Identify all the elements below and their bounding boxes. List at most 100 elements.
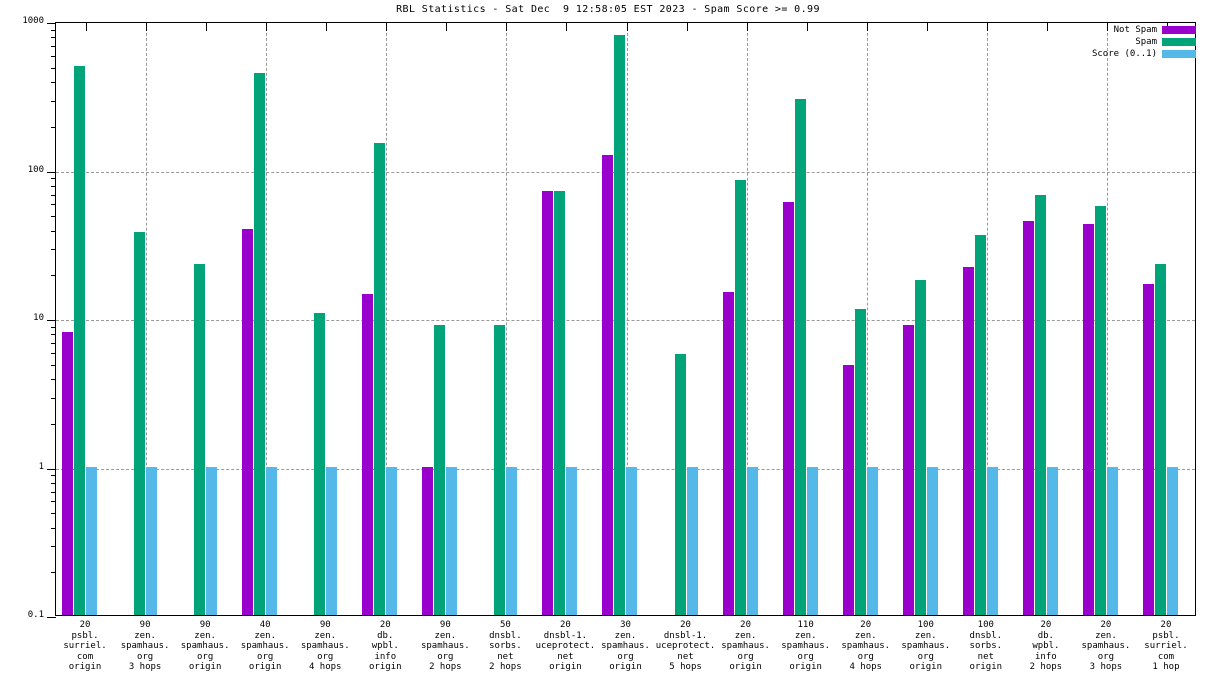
- y-axis-minor-tick: [51, 326, 56, 328]
- vertical-gridline: [986, 23, 988, 615]
- bar-score: [986, 466, 998, 615]
- bar-spam: [194, 264, 206, 615]
- bar-not-spam: [242, 228, 254, 615]
- bar-score: [1106, 466, 1118, 615]
- bar-spam: [914, 280, 926, 615]
- y-axis-minor-tick: [51, 334, 56, 336]
- vertical-gridline: [386, 23, 388, 615]
- bar-not-spam: [422, 466, 434, 615]
- x-axis-tick: [326, 23, 328, 31]
- y-axis-minor-tick: [51, 82, 56, 84]
- x-axis-tick-label: 20 dnsbl-1. uceprotect. net origin: [535, 620, 596, 672]
- x-axis-tick: [806, 23, 808, 31]
- bar-score: [266, 466, 278, 615]
- bar-score: [1046, 466, 1058, 615]
- vertical-gridline: [146, 23, 148, 615]
- gridline: [56, 468, 1195, 470]
- y-axis-minor-tick: [51, 364, 56, 366]
- x-axis-tick-label: 110 zen. spamhaus. org origin: [781, 620, 831, 672]
- y-axis-tick: [47, 468, 56, 470]
- vertical-gridline: [866, 23, 868, 615]
- x-axis-tick: [566, 23, 568, 31]
- vertical-gridline: [1106, 23, 1108, 615]
- vertical-gridline: [266, 23, 268, 615]
- bar-spam: [974, 235, 986, 615]
- bar-spam: [1034, 195, 1046, 615]
- bar-not-spam: [962, 267, 974, 615]
- y-axis-minor-tick: [51, 185, 56, 187]
- legend-label: Score (0..1): [1091, 49, 1157, 59]
- bar-spam: [554, 190, 566, 615]
- bar-score: [626, 466, 638, 615]
- x-axis-tick-labels: 20 psbl. surriel. com origin 90 zen. spam…: [55, 620, 1196, 682]
- bar-spam: [1094, 205, 1106, 615]
- x-axis-tick: [686, 23, 688, 31]
- bar-not-spam: [542, 190, 554, 615]
- bar-spam: [734, 179, 746, 615]
- bar-not-spam: [362, 294, 374, 615]
- gridline: [56, 171, 1195, 173]
- y-axis-tick: [47, 23, 56, 24]
- y-axis-minor-tick: [51, 397, 56, 399]
- y-axis-tick-label: 0.1: [27, 610, 44, 620]
- bar-score: [446, 466, 458, 615]
- x-axis-tick: [1106, 23, 1108, 31]
- bar-score: [506, 466, 518, 615]
- bar-score: [146, 466, 158, 615]
- y-axis-tick-label: 10: [33, 313, 44, 323]
- y-axis-minor-tick: [51, 572, 56, 574]
- bar-spam: [434, 324, 446, 615]
- x-axis-tick-label: 100 zen. spamhaus. org origin: [901, 620, 951, 672]
- bar-score: [86, 466, 97, 615]
- bar-not-spam: [1142, 283, 1154, 615]
- y-axis-minor-tick: [51, 126, 56, 128]
- bar-score: [206, 466, 218, 615]
- y-axis-minor-tick: [51, 37, 56, 39]
- legend-color-swatch: [1162, 50, 1196, 58]
- bar-spam: [674, 354, 686, 615]
- y-axis-tick-label: 1: [38, 461, 44, 472]
- vertical-gridline: [626, 23, 628, 615]
- y-axis-minor-tick: [51, 501, 56, 503]
- x-axis-tick-label: 90 zen. spamhaus. org origin: [180, 620, 230, 672]
- y-axis-minor-tick: [51, 204, 56, 206]
- legend-color-swatch: [1162, 38, 1196, 46]
- y-axis-minor-tick: [51, 379, 56, 381]
- bar-score: [566, 466, 578, 615]
- x-axis-tick-label: 30 zen. spamhaus. org origin: [601, 620, 650, 672]
- bar-score: [1166, 466, 1178, 615]
- bar-spam: [494, 324, 506, 615]
- legend-color-swatch: [1162, 26, 1196, 34]
- y-axis-minor-tick: [51, 194, 56, 196]
- bar-not-spam: [722, 291, 734, 615]
- x-axis-tick-label: 20 db. wpbl. info 2 hops: [1029, 620, 1063, 672]
- bar-spam: [614, 35, 626, 615]
- bar-score: [926, 466, 938, 615]
- y-axis-minor-tick: [51, 475, 56, 477]
- x-axis-tick: [386, 23, 388, 31]
- bar-not-spam: [1022, 221, 1034, 615]
- y-axis-minor-tick: [51, 527, 56, 529]
- x-axis-tick-label: 20 psbl. surriel. com 1 hop: [1144, 620, 1188, 672]
- y-axis-minor-tick: [51, 343, 56, 344]
- bar-score: [866, 466, 878, 615]
- y-axis-minor-tick: [51, 546, 56, 548]
- x-axis-tick: [86, 23, 88, 31]
- x-axis-tick-label: 20 zen. spamhaus. org 4 hops: [841, 620, 891, 672]
- vertical-gridline: [746, 23, 748, 615]
- y-axis-minor-tick: [51, 100, 56, 102]
- bar-not-spam: [842, 365, 854, 615]
- x-axis-tick: [1046, 23, 1048, 31]
- y-axis-minor-tick: [51, 55, 56, 57]
- x-axis-tick-label: 20 dnsbl-1. uceprotect. net 5 hops: [655, 620, 716, 672]
- y-axis-minor-tick: [51, 423, 56, 425]
- chart-legend: Not Spam Spam Score (0..1): [1092, 25, 1196, 59]
- y-axis-minor-tick: [51, 482, 56, 484]
- bar-score: [686, 466, 698, 615]
- bar-not-spam: [602, 155, 614, 615]
- x-axis-tick-label: 20 zen. spamhaus. org 3 hops: [1081, 620, 1131, 672]
- bar-not-spam: [1082, 223, 1094, 615]
- x-axis-tick-label: 20 psbl. surriel. com origin: [63, 620, 107, 672]
- x-axis-tick-label: 40 zen. spamhaus. org origin: [240, 620, 290, 672]
- vertical-gridline: [506, 23, 508, 615]
